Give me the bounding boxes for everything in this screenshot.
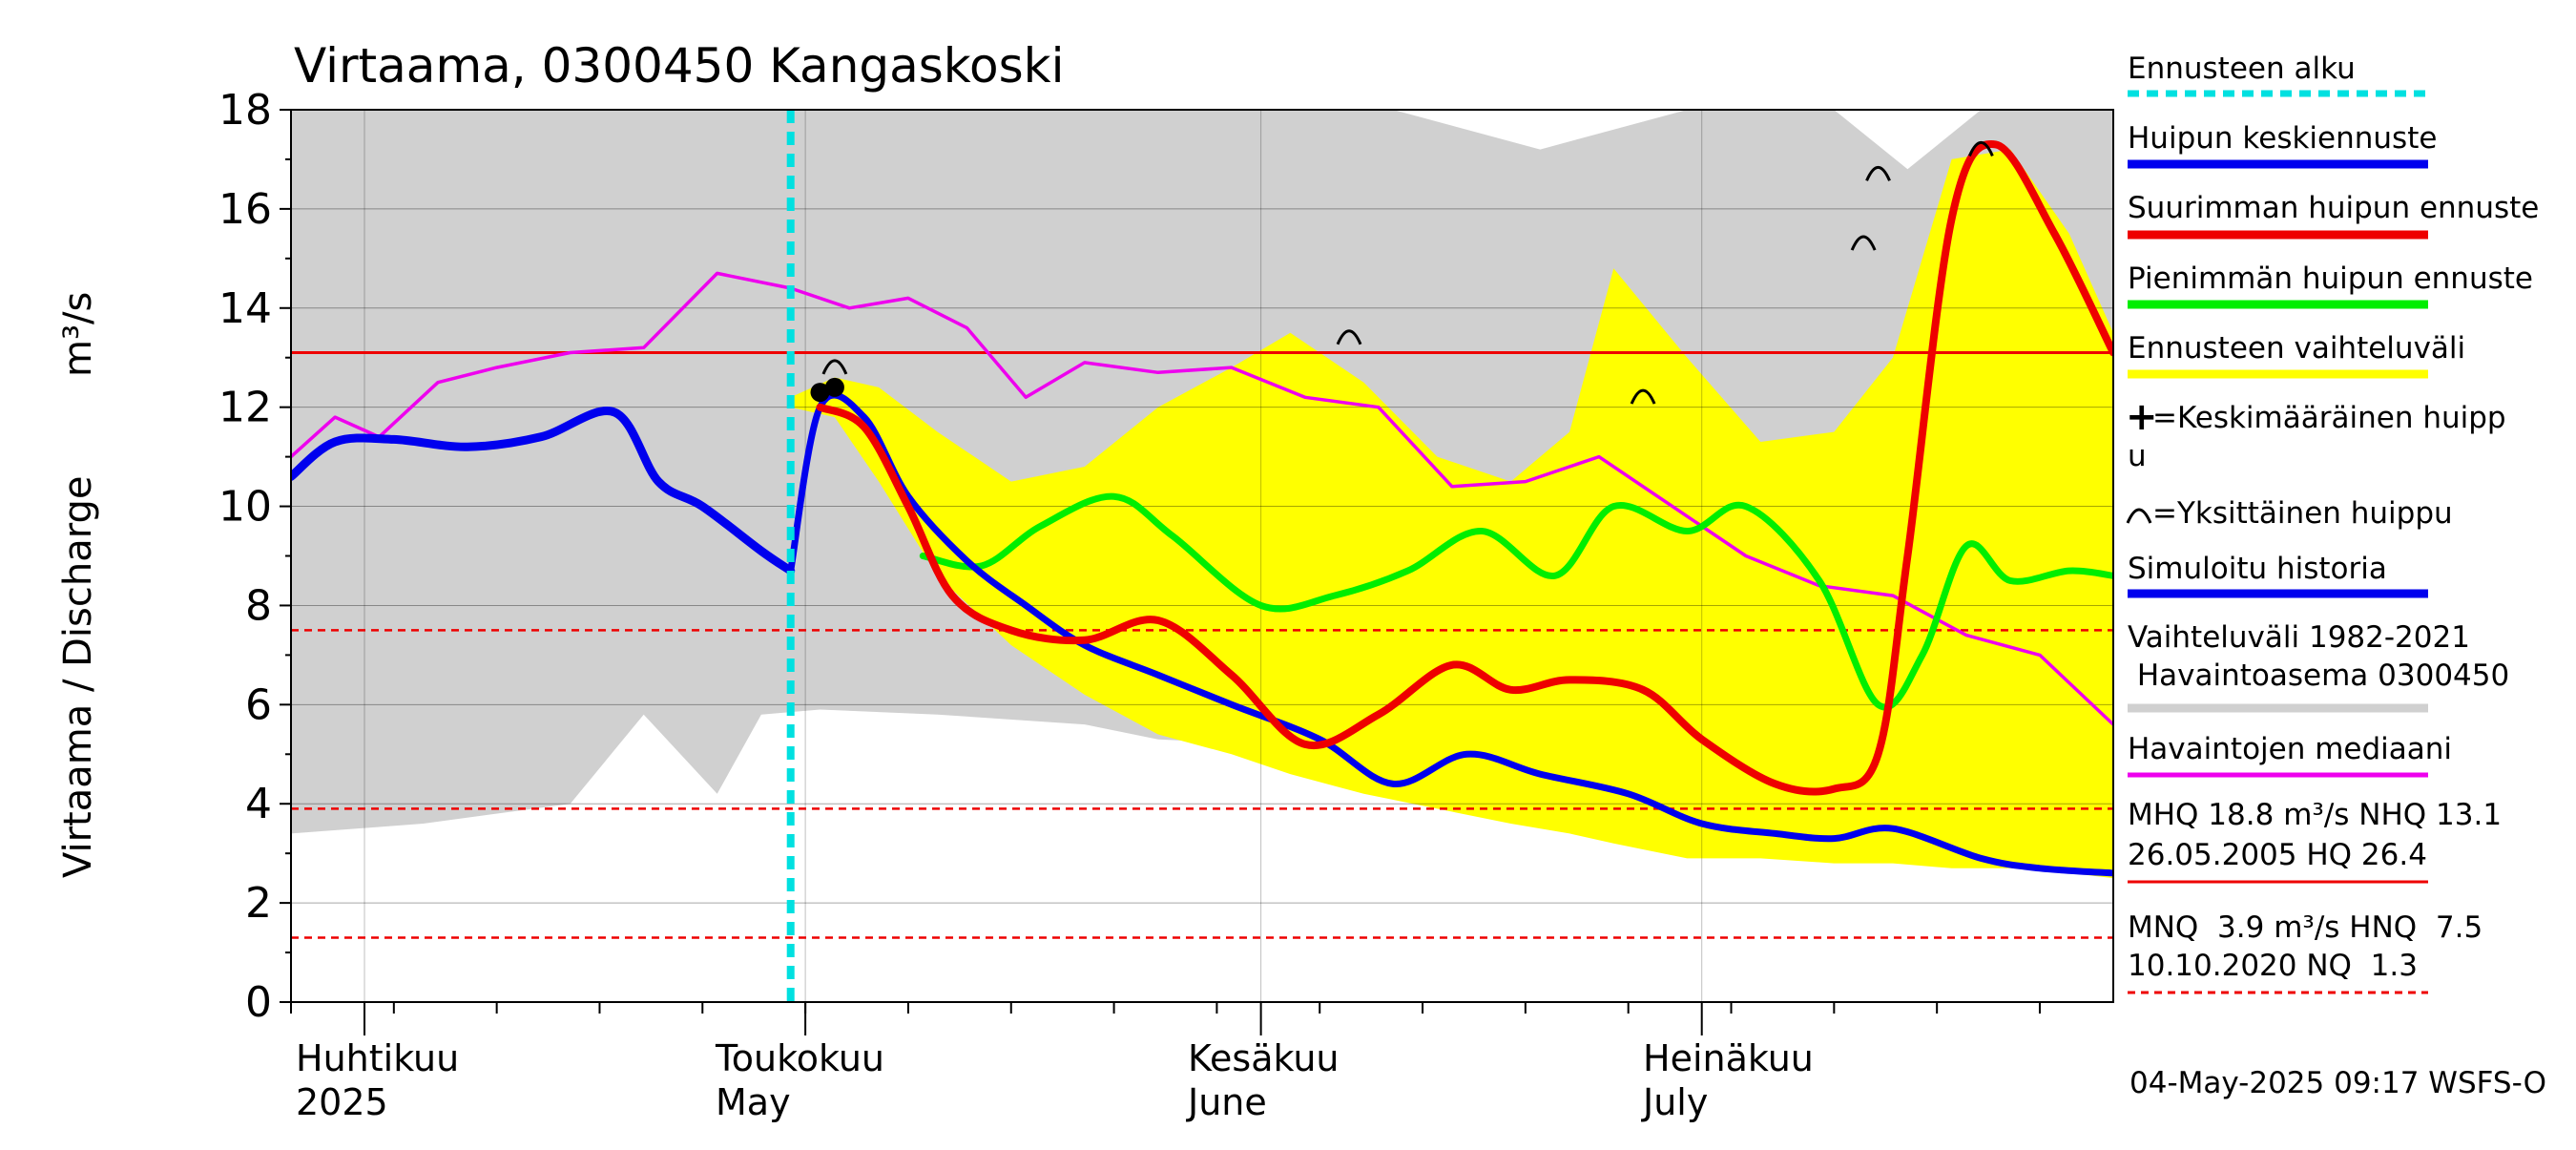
legend-stats-low: MNQ 3.9 m³/s HNQ 7.5 — [2128, 910, 2483, 945]
ytick-label-16: 16 — [218, 185, 272, 234]
legend-median: Havaintojen mediaani — [2128, 732, 2452, 766]
month-label-july: Heinäkuu — [1643, 1037, 1814, 1079]
forecast-range-band — [790, 149, 2113, 879]
ytick-label-2: 2 — [245, 879, 272, 928]
ytick-label-4: 4 — [245, 780, 272, 828]
legend-mean-forecast: Huipun keskiennuste — [2128, 121, 2437, 156]
legend-hist-range: Vaihteluväli 1982-2021 — [2128, 620, 2470, 655]
month-labels: Huhtikuu 2025 Toukokuu May Kesäkuu June … — [296, 1037, 1814, 1123]
month-label-june-en: June — [1186, 1081, 1267, 1123]
legend-single-peak: =Yksittäinen huippu — [2152, 496, 2453, 531]
legend-sim-history: Simuloitu historia — [2128, 552, 2387, 586]
ytick-label-14: 14 — [218, 284, 272, 333]
y-axis-unit: m³/s — [56, 292, 100, 377]
ytick-label-6: 6 — [245, 680, 272, 729]
peak-markers — [810, 140, 1994, 405]
chart-title: Virtaama, 0300450 Kangaskoski — [294, 38, 1064, 94]
legend-min-forecast: Pienimmän huipun ennuste — [2128, 261, 2533, 296]
legend-max-forecast: Suurimman huipun ennuste — [2128, 191, 2539, 225]
single-peak-marker-3 — [1850, 235, 1877, 251]
single-peak-symbol-icon — [2126, 508, 2152, 524]
mean-peak-marker-1 — [824, 377, 844, 397]
legend-stats-low-date: 10.10.2020 NQ 1.3 — [2128, 949, 2418, 983]
single-peak-marker-5 — [1967, 140, 1994, 157]
month-label-june: Kesäkuu — [1188, 1037, 1340, 1079]
month-label-may: Toukokuu — [715, 1037, 884, 1079]
ytick-label-8: 8 — [245, 581, 272, 630]
series-line-huipun-keskiennuste — [787, 391, 2113, 877]
ytick-label-18: 18 — [218, 86, 272, 135]
month-label-may-en: May — [716, 1081, 791, 1123]
mean-peak-marker-0 — [810, 383, 830, 403]
grid-lines — [291, 110, 2113, 1002]
legend-forecast-start: Ennusteen alku — [2128, 52, 2356, 86]
series-line-suurimman-huipun-ennuste — [816, 140, 2113, 796]
forecast-range-area — [790, 149, 2113, 879]
series-line-havaintojen-mediaani — [291, 271, 2113, 726]
mean-peak-symbol-icon: + — [2126, 395, 2158, 439]
legend-hist-range-station: Havaintoasema 0300450 — [2128, 659, 2509, 693]
ytick-label-0: 0 — [245, 978, 272, 1027]
year-label-2025: 2025 — [296, 1081, 388, 1123]
legend-mean-peak: =Keskimääräinen huipp — [2152, 401, 2506, 435]
single-peak-marker-0 — [821, 359, 848, 375]
legend-stats-high: MHQ 18.8 m³/s NHQ 13.1 — [2128, 798, 2502, 832]
legend-forecast-range: Ennusteen vaihteluväli — [2128, 331, 2465, 366]
month-label-april: Huhtikuu — [296, 1037, 459, 1079]
single-peak-marker-2 — [1630, 388, 1656, 405]
single-peak-marker-1 — [1336, 329, 1362, 345]
legend-stats-high-date: 26.05.2005 HQ 26.4 — [2128, 838, 2427, 872]
legend: Ennusteen alku Huipun keskiennuste Suuri… — [2126, 52, 2546, 1100]
reference-lines — [291, 351, 2113, 939]
series-lines — [291, 140, 2113, 877]
series-line-pienimm-n-huipun-ennuste — [919, 492, 2113, 711]
series-line-simuloitu-historia — [291, 407, 796, 575]
legend-mean-peak-wrap: u — [2128, 439, 2147, 473]
ytick-label-10: 10 — [218, 483, 272, 532]
y-axis-label: Virtaama / Discharge — [56, 476, 100, 878]
timestamp: 04-May-2025 09:17 WSFS-O — [2129, 1066, 2546, 1100]
ytick-label-12: 12 — [218, 384, 272, 432]
month-label-july-en: July — [1641, 1081, 1708, 1123]
axes: 0 2 4 6 8 10 12 14 16 18 — [218, 86, 2041, 1035]
single-peak-marker-4 — [1865, 165, 1891, 181]
